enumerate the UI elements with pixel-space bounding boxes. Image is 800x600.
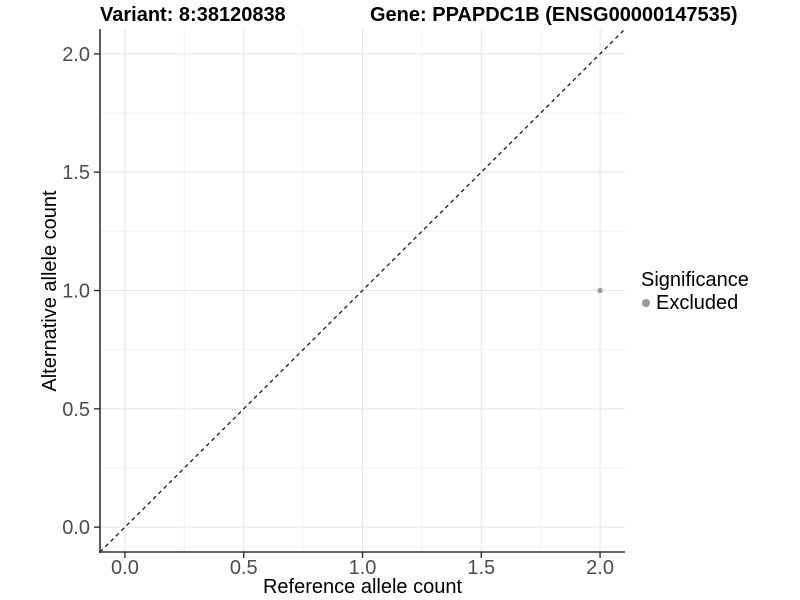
- plot-title-gene: Gene: PPAPDC1B (ENSG00000147535): [370, 4, 738, 26]
- legend: Significance Excluded: [641, 269, 749, 313]
- legend-point-icon: [642, 299, 650, 307]
- y-tick-label: 2.0: [62, 44, 90, 66]
- data-point: [597, 287, 603, 294]
- y-tick-label: 0.5: [62, 399, 90, 421]
- x-axis-title: Reference allele count: [262, 576, 462, 598]
- y-tick-label: 1.0: [62, 281, 90, 303]
- legend-title: Significance: [641, 269, 749, 291]
- identity-reference-line: [99, 28, 626, 553]
- y-tick-label: 0.0: [62, 517, 90, 539]
- plot-title-variant: Variant: 8:38120838: [100, 4, 286, 26]
- legend-item: Excluded: [641, 293, 749, 313]
- y-tick-label: 1.5: [62, 162, 90, 184]
- x-tick-label: 1.0: [349, 557, 377, 579]
- legend-item-label: Excluded: [656, 292, 739, 314]
- x-tick-label: 2.0: [586, 557, 614, 579]
- y-axis-title: Alternative allele count: [39, 190, 61, 392]
- x-tick-label: 0.5: [230, 557, 258, 579]
- x-tick-label: 1.5: [467, 557, 495, 579]
- legend-items: Excluded: [641, 293, 749, 313]
- x-tick-label: 0.0: [111, 557, 139, 579]
